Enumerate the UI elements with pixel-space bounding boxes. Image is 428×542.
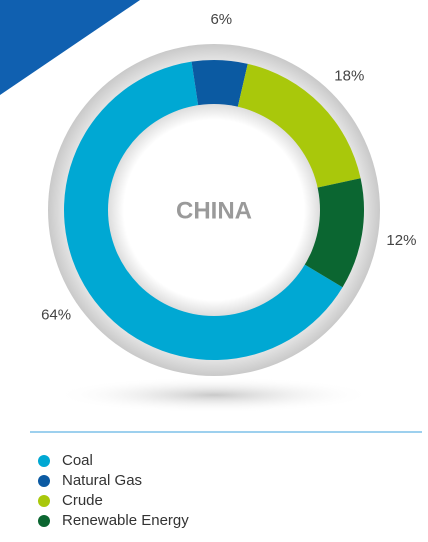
legend-label: Crude bbox=[62, 492, 103, 509]
decor-triangle bbox=[0, 0, 140, 95]
legend-label: Renewable Energy bbox=[62, 512, 189, 529]
slice-label: 18% bbox=[334, 68, 364, 85]
legend-swatch bbox=[38, 475, 50, 487]
slice bbox=[191, 60, 248, 109]
slice-label: 12% bbox=[386, 232, 416, 249]
center-title: CHINA bbox=[176, 197, 252, 224]
slice bbox=[237, 63, 361, 189]
legend-swatch bbox=[38, 455, 50, 467]
legend-swatch bbox=[38, 515, 50, 527]
legend-label: Coal bbox=[62, 452, 93, 469]
legend-label: Natural Gas bbox=[62, 472, 142, 489]
donut-hole bbox=[108, 104, 320, 316]
slice bbox=[63, 61, 343, 360]
slice-label: 64% bbox=[41, 307, 71, 324]
slice-label: 6% bbox=[210, 11, 232, 28]
legend-swatch bbox=[38, 495, 50, 507]
shadow bbox=[54, 377, 374, 413]
